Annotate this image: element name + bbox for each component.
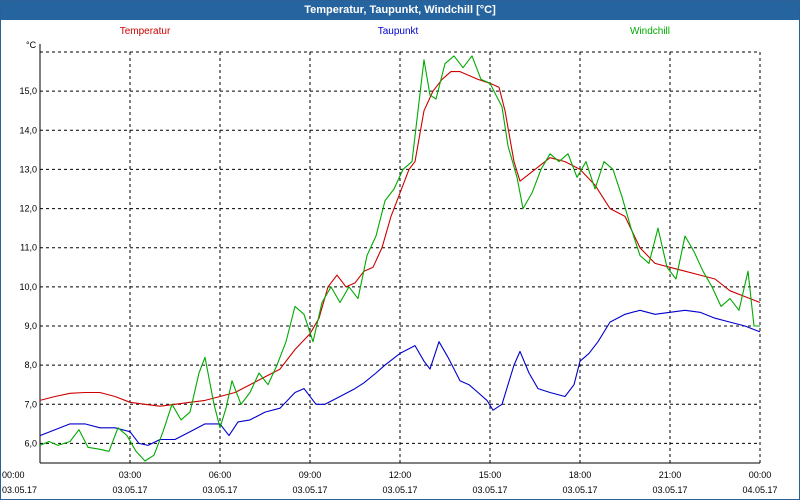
x-tick-time-label: 21:00 — [659, 470, 682, 480]
x-tick-date-label: 03.05.17 — [2, 485, 37, 495]
y-axis-label: °C — [26, 40, 37, 50]
x-tick-time-label: 12:00 — [389, 470, 412, 480]
x-tick-date-label: 03.05.17 — [292, 485, 327, 495]
y-tick-label: 13,0 — [19, 164, 37, 174]
grid — [39, 51, 761, 463]
y-tick-label: 10,0 — [19, 282, 37, 292]
x-tick-date-label: 04.05.17 — [742, 485, 777, 495]
x-tick-date-label: 03.05.17 — [562, 485, 597, 495]
y-tick-label: 8,0 — [24, 360, 37, 370]
x-tick-date-label: 03.05.17 — [652, 485, 687, 495]
y-tick-label: 15,0 — [19, 86, 37, 96]
x-tick-date-label: 03.05.17 — [472, 485, 507, 495]
y-tick-label: 6,0 — [24, 438, 37, 448]
window-title: Temperatur, Taupunkt, Windchill [°C] — [1, 1, 799, 20]
x-tick-date-label: 03.05.17 — [112, 485, 147, 495]
x-tick-time-label: 09:00 — [299, 470, 322, 480]
legend-temperatur: Temperatur — [120, 26, 171, 37]
y-tick-label: 9,0 — [24, 321, 37, 331]
series-line-taupunkt — [39, 309, 761, 446]
x-tick-date-label: 03.05.17 — [202, 485, 237, 495]
x-tick-time-label: 00:00 — [749, 470, 772, 480]
legend-windchill: Windchill — [630, 26, 670, 37]
x-tick-time-label: 06:00 — [209, 470, 232, 480]
axes: 6,0 7,0 8,0 9,0 10,0 11,0 12,0 13,0 14,0 15,0 00:0… — [2, 40, 778, 495]
series-lines — [39, 55, 761, 462]
x-tick-date-label: 03.05.17 — [382, 485, 417, 495]
x-tick-time-label: 15:00 — [479, 470, 502, 480]
y-tick-label: 7,0 — [24, 399, 37, 409]
legend-taupunkt: Taupunkt — [378, 26, 419, 37]
x-tick-time-label: 00:00 — [2, 470, 25, 480]
legend: Temperatur Taupunkt Windchill — [120, 26, 670, 37]
x-tick-time-label: 03:00 — [119, 470, 142, 480]
y-tick-label: 12,0 — [19, 204, 37, 214]
series-line-windchill — [39, 55, 760, 462]
series-line-temperatur — [39, 71, 761, 407]
x-tick-time-label: 18:00 — [569, 470, 592, 480]
y-tick-label: 14,0 — [19, 125, 37, 135]
y-tick-label: 11,0 — [20, 243, 37, 253]
